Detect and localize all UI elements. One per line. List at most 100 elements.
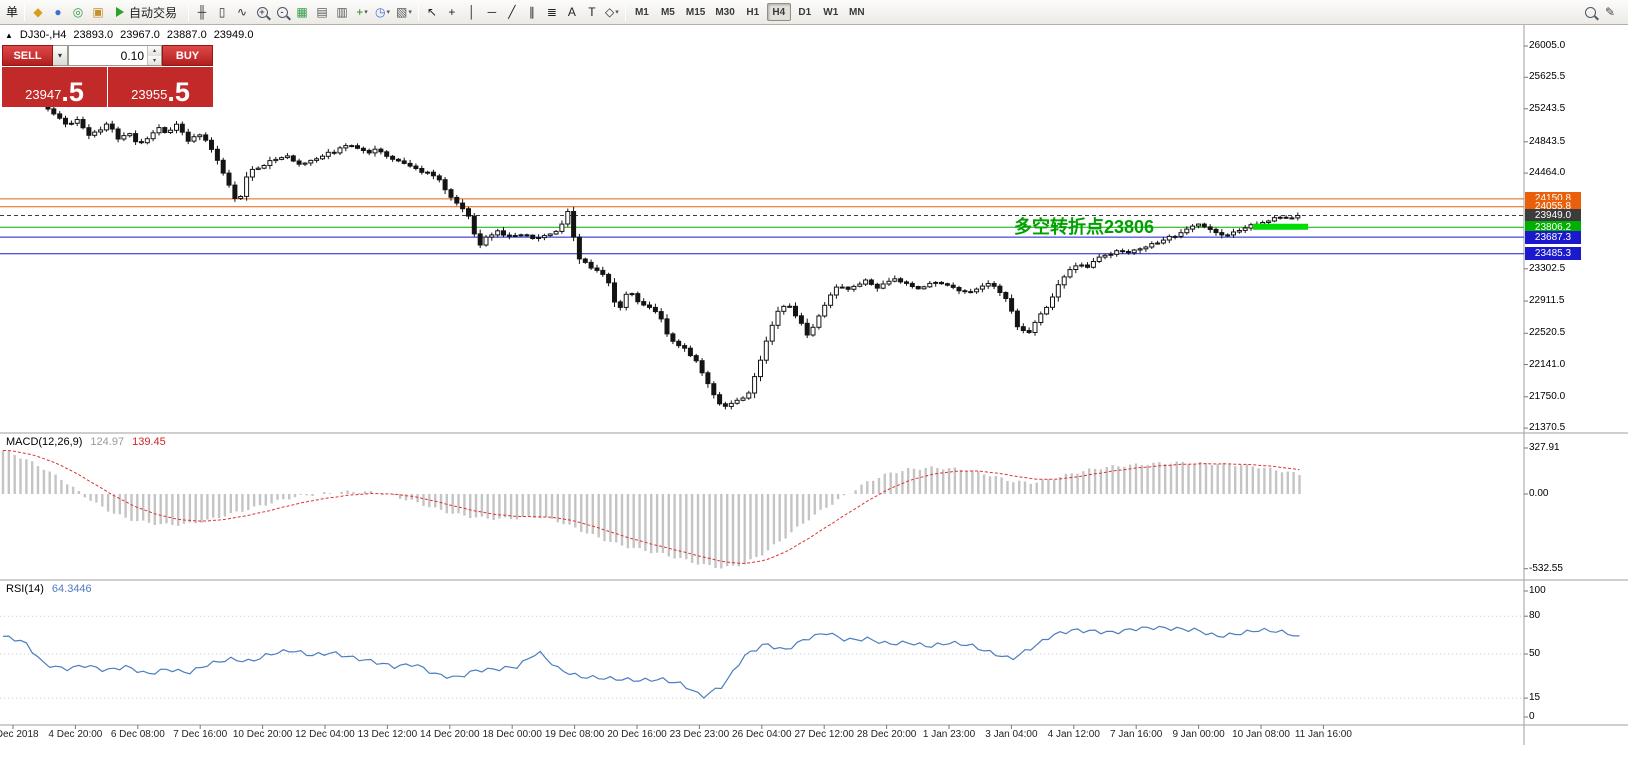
time-label: 7 Dec 16:00 [173, 729, 228, 740]
chart-canvas[interactable] [0, 25, 1628, 745]
price-badge: 23949.0 [1525, 209, 1581, 223]
time-label: 4 Dec 20:00 [48, 729, 103, 740]
community-icon[interactable]: ▣ [92, 5, 104, 19]
time-label: 20 Dec 16:00 [607, 729, 667, 740]
add-indicator-icon[interactable]: + ▾ [356, 5, 368, 19]
chevron-down-icon: ▾ [615, 8, 619, 16]
time-label: 27 Dec 12:00 [794, 729, 854, 740]
trade-dropdown[interactable]: ▾ [53, 45, 68, 66]
timeframe-m5[interactable]: M5 [660, 6, 675, 18]
macd-histogram [1, 450, 1301, 569]
edit-icon[interactable]: ✎ [1604, 5, 1616, 19]
rsi-value: 64.3446 [51, 583, 92, 595]
time-label: 10 Dec 20:00 [232, 729, 293, 740]
volume-field: ▴ ▾ [68, 45, 162, 66]
globe-help-icon[interactable]: ◎ [72, 5, 84, 19]
time-label: 23 Dec 23:00 [669, 729, 730, 740]
macd-signal-value: 139.45 [132, 436, 166, 448]
one-click-trading-panel: SELL ▾ ▴ ▾ BUY 23947.5 23955.5 [2, 45, 213, 107]
open-value: 23893.0 [73, 29, 114, 41]
time-label: 6 Dec 08:00 [110, 729, 165, 740]
toolbar-group-main: ◆ ● ◎ ▣ [28, 2, 108, 22]
crosshair-icon[interactable]: + [448, 5, 456, 19]
chevron-down-icon: ▾ [386, 8, 391, 16]
vertical-line-icon[interactable]: │ [468, 5, 476, 19]
close-value: 23949.0 [213, 29, 254, 41]
chevron-down-icon: ▾ [364, 8, 368, 16]
timeframe-h4[interactable]: H4 [766, 3, 791, 21]
zoom-in-icon[interactable]: + [252, 2, 272, 22]
price-tick: 22520.5 [1529, 327, 1566, 339]
candlestick-chart-icon[interactable]: ▯ [218, 5, 226, 19]
bid-price: 23947 [25, 87, 62, 102]
volume-down-button[interactable]: ▾ [148, 55, 161, 65]
sell-button[interactable]: SELL [2, 45, 53, 66]
search-icon[interactable] [1580, 2, 1600, 22]
price-tick: 25625.5 [1529, 71, 1566, 83]
template-icon[interactable]: ▧ ▾ [396, 5, 412, 19]
rsi-line [2, 625, 1300, 699]
macd-tick: 0.00 [1529, 488, 1549, 499]
time-label: 18 Dec 00:00 [482, 729, 542, 740]
time-label: 3 Dec 2018 [0, 729, 39, 740]
label-icon[interactable]: T [588, 5, 596, 19]
zoom-out-icon: - [276, 6, 288, 18]
timeframe-h1[interactable]: H1 [746, 6, 760, 18]
time-label: 7 Jan 16:00 [1110, 729, 1163, 740]
price-tick: 22141.0 [1529, 358, 1566, 370]
chart-annotation-text[interactable]: 多空转折点23806 [1014, 217, 1155, 237]
volume-input[interactable] [69, 46, 147, 65]
time-label: 19 Dec 08:00 [544, 729, 605, 740]
period-icon[interactable]: ◷ ▾ [375, 5, 391, 19]
candles [45, 105, 1301, 410]
price-tick: 25243.5 [1529, 102, 1566, 114]
sell-price-display[interactable]: 23947.5 [2, 67, 107, 107]
price-tick: 23302.5 [1529, 262, 1566, 274]
price-tick: 24843.5 [1529, 135, 1566, 147]
shapes-icon[interactable]: ◇ ▾ [605, 5, 619, 19]
toolbar: 单 ◆ ● ◎ ▣ 自动交易 ╫ ▯ ∿ + - ▦ ▤ ▥ + ▾ ◷ ▾ ▧ ▾ ↖ + │ ─ ╱ ∥ ≣ A T ◇ ▾ M… [0, 0, 1628, 25]
cursor-icon[interactable]: ↖ [426, 5, 437, 19]
macd-tick: -532.55 [1529, 562, 1563, 574]
fibonacci-icon[interactable]: ≣ [546, 5, 557, 19]
toolbar-separator [417, 3, 419, 21]
time-label: 12 Dec 04:00 [295, 729, 355, 740]
toolbar-separator [624, 3, 626, 21]
timeframe-w1[interactable]: W1 [823, 6, 839, 18]
channel-icon[interactable]: ∥ [528, 5, 535, 19]
bid-price-big: .5 [61, 77, 84, 107]
profile-icon[interactable]: ● [54, 5, 62, 19]
rsi-tick: 15 [1529, 692, 1541, 704]
timeframe-m30[interactable]: M30 [715, 6, 735, 18]
high-value: 23967.0 [120, 29, 160, 41]
timeframe-m1[interactable]: M1 [634, 6, 649, 18]
timeframe-mn[interactable]: MN [849, 6, 865, 18]
auto-trading-button[interactable]: 自动交易 [108, 2, 185, 22]
macd-name: MACD(12,26,9) [6, 436, 83, 448]
buy-button[interactable]: BUY [162, 45, 213, 66]
line-chart-icon[interactable]: ∿ [237, 5, 248, 19]
zoom-in-icon: + [256, 6, 268, 18]
new-order-button[interactable]: 单 [3, 2, 21, 22]
zoom-out-icon[interactable]: - [272, 2, 292, 22]
bar-chart-icon[interactable]: ╫ [197, 5, 207, 19]
buy-price-display[interactable]: 23955.5 [108, 67, 213, 107]
time-label: 26 Dec 04:00 [732, 729, 792, 740]
rsi-tick: 0 [1529, 711, 1535, 722]
cascade-windows-icon[interactable]: ▤ [316, 5, 328, 19]
timeframe-m15[interactable]: M15 [685, 6, 706, 18]
new-order-label: 单 [6, 5, 19, 19]
tile-windows-icon[interactable]: ▦ [296, 5, 308, 19]
text-icon[interactable]: A [567, 5, 576, 19]
arrange-windows-icon[interactable]: ▥ [336, 5, 348, 19]
horizontal-line-icon[interactable]: ─ [487, 5, 497, 19]
toolbar-separator [24, 3, 26, 21]
timeframe-d1[interactable]: D1 [798, 6, 812, 18]
time-label: 10 Jan 08:00 [1232, 729, 1290, 740]
charts-icon[interactable]: ◆ [33, 5, 43, 19]
volume-up-button[interactable]: ▴ [148, 46, 161, 56]
trendline-icon[interactable]: ╱ [508, 5, 516, 19]
price-tick: 21370.5 [1529, 422, 1566, 434]
collapse-arrow-ic[interactable]: ▲ [5, 30, 13, 40]
